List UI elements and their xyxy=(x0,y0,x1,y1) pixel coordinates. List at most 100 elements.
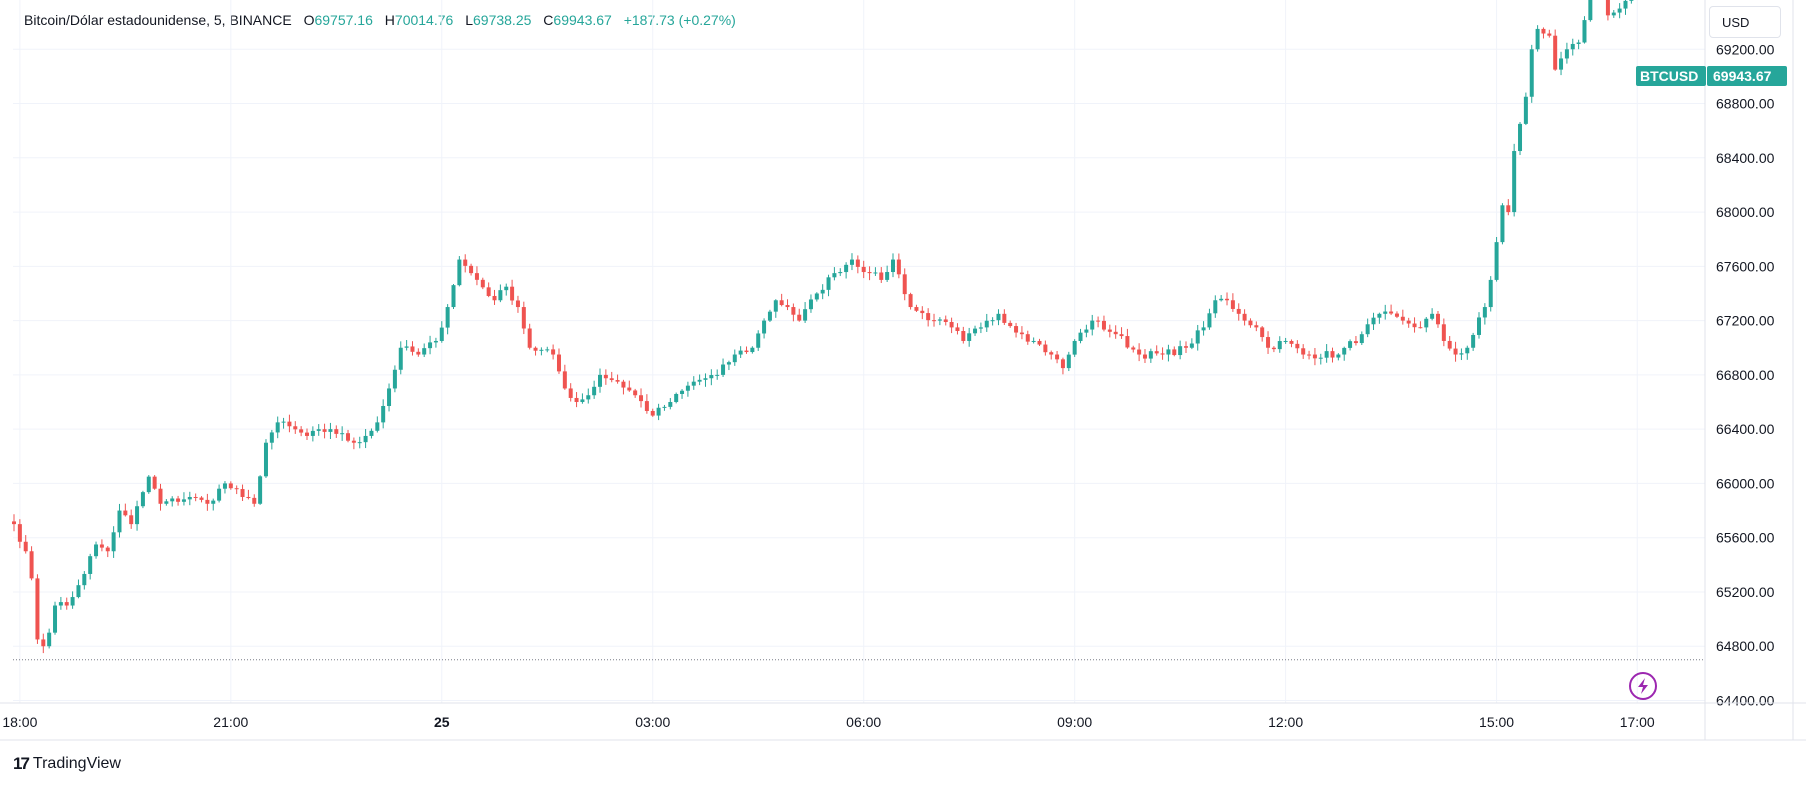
candle xyxy=(603,369,608,385)
candle-body xyxy=(451,285,456,308)
candle-body xyxy=(797,314,802,321)
candle-body xyxy=(176,498,181,502)
candle-body xyxy=(263,442,268,477)
candle-body xyxy=(357,442,362,444)
candle xyxy=(322,423,327,439)
candle xyxy=(1383,304,1388,320)
candle-body xyxy=(433,340,438,343)
candle xyxy=(1266,331,1271,354)
candle xyxy=(1055,350,1060,364)
candle xyxy=(1389,304,1394,316)
candle xyxy=(164,499,169,506)
candle-body xyxy=(715,374,720,376)
candle xyxy=(685,381,690,397)
candle-body xyxy=(152,476,157,489)
candle-body xyxy=(275,422,280,433)
high-label: H xyxy=(384,12,395,28)
candle-body xyxy=(697,379,702,382)
candle xyxy=(732,349,737,366)
candle xyxy=(533,346,538,356)
candle xyxy=(515,295,520,313)
candle-body xyxy=(1629,0,1634,1)
candle xyxy=(814,292,819,302)
candle-body xyxy=(1559,58,1564,70)
candle-body xyxy=(592,386,597,396)
candle-body xyxy=(211,500,216,504)
candle-body xyxy=(808,299,813,310)
change-value: +187.73 (+0.27%) xyxy=(623,12,736,28)
candle xyxy=(744,346,749,354)
candle xyxy=(70,591,75,609)
candle xyxy=(1424,316,1429,333)
candle-body xyxy=(70,597,75,606)
candle xyxy=(1400,309,1405,325)
candle xyxy=(351,437,356,450)
candle xyxy=(1107,324,1112,338)
candle xyxy=(246,489,251,500)
y-tick-label: 67200.00 xyxy=(1716,313,1775,329)
candle-body xyxy=(1459,353,1464,355)
footer-brand[interactable]: 17 TradingView xyxy=(13,754,121,774)
candle xyxy=(158,483,163,511)
candle xyxy=(281,417,286,429)
candle xyxy=(615,374,620,384)
candle xyxy=(1564,42,1569,64)
candle xyxy=(832,267,837,281)
candle-body xyxy=(978,327,983,329)
candle xyxy=(1377,312,1382,324)
candle xyxy=(1195,324,1200,351)
candle-body xyxy=(1019,332,1024,335)
symbol-tag-bg xyxy=(1636,66,1706,86)
candle xyxy=(879,267,884,283)
candle-body xyxy=(656,407,661,416)
candle xyxy=(779,293,784,307)
candle xyxy=(1002,309,1007,325)
candle xyxy=(539,347,544,356)
candle-body xyxy=(838,272,843,274)
currency-button[interactable]: USD xyxy=(1709,6,1781,38)
candle-body xyxy=(767,311,772,321)
candle xyxy=(556,348,561,374)
candle xyxy=(1008,320,1013,328)
candle-body xyxy=(1260,327,1265,338)
candle xyxy=(357,436,362,449)
candle xyxy=(639,388,644,408)
candle xyxy=(990,317,995,326)
candle xyxy=(1295,340,1300,354)
candle xyxy=(263,439,268,478)
candle xyxy=(23,535,28,554)
lightning-icon[interactable] xyxy=(1629,672,1657,700)
candle xyxy=(1559,51,1564,76)
candle xyxy=(926,308,931,327)
candle-body xyxy=(1025,334,1030,342)
candle xyxy=(1019,326,1024,340)
candle-body xyxy=(662,406,667,408)
candle xyxy=(439,321,444,343)
candle xyxy=(1611,10,1616,18)
candle-body xyxy=(744,350,749,353)
candle-body xyxy=(1219,298,1224,301)
candle-body xyxy=(23,541,28,552)
candle xyxy=(428,335,433,355)
candle xyxy=(773,299,778,318)
candle xyxy=(117,503,122,538)
candle xyxy=(1541,27,1546,39)
candle xyxy=(932,313,937,327)
candle-body xyxy=(1254,325,1259,328)
candle-body xyxy=(709,375,714,379)
candle-body xyxy=(1008,322,1013,327)
candle xyxy=(1301,344,1306,359)
x-tick-label: 21:00 xyxy=(213,714,248,730)
high-value: 70014.76 xyxy=(394,12,454,28)
candle-body xyxy=(521,307,526,329)
candle-body xyxy=(1078,332,1083,341)
candle-body xyxy=(404,346,409,348)
candle-body xyxy=(1518,123,1523,152)
candle xyxy=(873,267,878,276)
candle xyxy=(721,358,726,378)
candle xyxy=(1178,340,1183,360)
brand-name: TradingView xyxy=(32,755,121,772)
candle-body xyxy=(492,295,497,301)
candle-body xyxy=(891,259,895,273)
